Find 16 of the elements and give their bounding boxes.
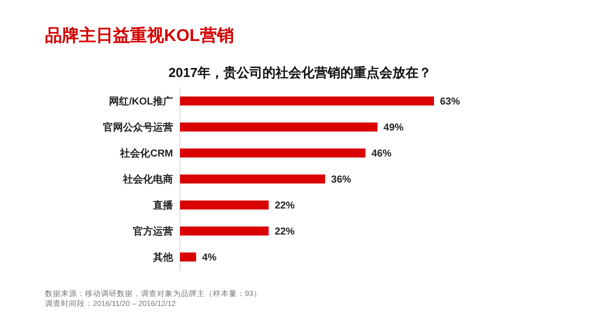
- y-tick-label: 官网公众号运营: [103, 122, 173, 134]
- data-label: 46%: [371, 148, 392, 160]
- y-tick-label: 官方运营: [133, 226, 173, 238]
- title: 品牌主日益重视KOL营销: [45, 26, 234, 45]
- y-tick-label: 直播: [152, 200, 174, 212]
- data-label: 4%: [202, 252, 217, 264]
- data-label: 22%: [274, 226, 295, 238]
- data-label: 63%: [440, 96, 460, 108]
- y-tick-label: 社会化电商: [122, 174, 173, 186]
- y-tick-label: 网红/KOL推广: [109, 96, 173, 108]
- y-tick-label: 社会化CRM: [119, 148, 173, 160]
- y-tick-label: 其他: [152, 252, 174, 264]
- data-label: 36%: [331, 174, 352, 186]
- data-label: 49%: [384, 122, 404, 134]
- subtitle: 2017年，贵公司的社会化营销的重点会放在？: [168, 65, 432, 80]
- data-label: 22%: [274, 200, 295, 212]
